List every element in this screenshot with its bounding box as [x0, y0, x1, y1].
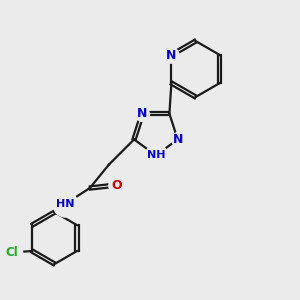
Text: HN: HN [56, 199, 74, 209]
Text: NH: NH [147, 150, 165, 160]
Text: Cl: Cl [5, 246, 18, 259]
Text: N: N [172, 133, 183, 146]
Text: N: N [137, 107, 148, 120]
Text: N: N [166, 49, 177, 62]
Text: O: O [111, 178, 122, 192]
